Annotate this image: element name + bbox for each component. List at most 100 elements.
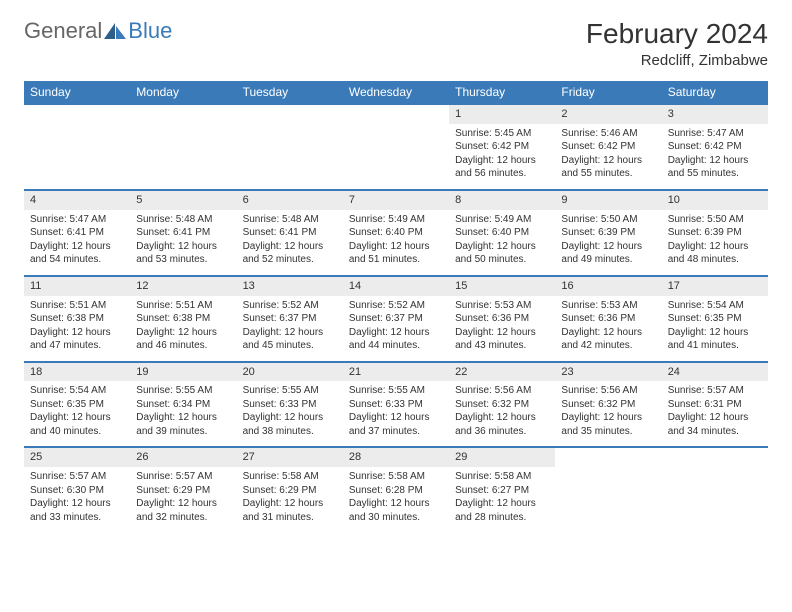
day-line-ss: Sunset: 6:38 PM (30, 312, 124, 326)
day-line-ss: Sunset: 6:35 PM (668, 312, 762, 326)
day-cell: 5Sunrise: 5:48 AMSunset: 6:41 PMDaylight… (130, 190, 236, 276)
day-line-d2: and 34 minutes. (668, 425, 762, 439)
day-cell: 29Sunrise: 5:58 AMSunset: 6:27 PMDayligh… (449, 447, 555, 532)
day-line-ss: Sunset: 6:29 PM (136, 484, 230, 498)
day-line-d2: and 36 minutes. (455, 425, 549, 439)
day-body: Sunrise: 5:58 AMSunset: 6:29 PMDaylight:… (237, 467, 343, 532)
day-line-d2: and 55 minutes. (561, 167, 655, 181)
day-line-ss: Sunset: 6:30 PM (30, 484, 124, 498)
day-line-d1: Daylight: 12 hours (561, 326, 655, 340)
day-line-sr: Sunrise: 5:47 AM (668, 127, 762, 141)
day-body: Sunrise: 5:57 AMSunset: 6:29 PMDaylight:… (130, 467, 236, 532)
day-number: 10 (662, 191, 768, 210)
day-line-sr: Sunrise: 5:46 AM (561, 127, 655, 141)
day-body: Sunrise: 5:50 AMSunset: 6:39 PMDaylight:… (555, 210, 661, 275)
day-number: 7 (343, 191, 449, 210)
day-body: Sunrise: 5:46 AMSunset: 6:42 PMDaylight:… (555, 124, 661, 189)
day-line-d1: Daylight: 12 hours (136, 326, 230, 340)
day-cell: 21Sunrise: 5:55 AMSunset: 6:33 PMDayligh… (343, 362, 449, 448)
day-number: 28 (343, 448, 449, 467)
day-body: Sunrise: 5:48 AMSunset: 6:41 PMDaylight:… (130, 210, 236, 275)
day-line-d2: and 53 minutes. (136, 253, 230, 267)
day-line-sr: Sunrise: 5:57 AM (668, 384, 762, 398)
day-line-d1: Daylight: 12 hours (455, 240, 549, 254)
day-line-d2: and 28 minutes. (455, 511, 549, 525)
day-line-d2: and 54 minutes. (30, 253, 124, 267)
day-cell (662, 447, 768, 532)
day-body: Sunrise: 5:51 AMSunset: 6:38 PMDaylight:… (24, 296, 130, 361)
day-line-d2: and 44 minutes. (349, 339, 443, 353)
day-number: 8 (449, 191, 555, 210)
day-cell: 3Sunrise: 5:47 AMSunset: 6:42 PMDaylight… (662, 104, 768, 190)
day-body: Sunrise: 5:52 AMSunset: 6:37 PMDaylight:… (237, 296, 343, 361)
day-line-sr: Sunrise: 5:55 AM (243, 384, 337, 398)
day-line-sr: Sunrise: 5:50 AM (668, 213, 762, 227)
day-line-d1: Daylight: 12 hours (561, 240, 655, 254)
day-line-d2: and 51 minutes. (349, 253, 443, 267)
day-line-sr: Sunrise: 5:55 AM (349, 384, 443, 398)
day-line-d1: Daylight: 12 hours (455, 154, 549, 168)
day-line-d1: Daylight: 12 hours (668, 411, 762, 425)
day-line-d1: Daylight: 12 hours (136, 240, 230, 254)
day-line-d2: and 41 minutes. (668, 339, 762, 353)
day-number: 6 (237, 191, 343, 210)
title-block: February 2024 Redcliff, Zimbabwe (586, 18, 768, 69)
day-line-d2: and 47 minutes. (30, 339, 124, 353)
calendar-table: SundayMondayTuesdayWednesdayThursdayFrid… (24, 81, 768, 532)
day-line-ss: Sunset: 6:34 PM (136, 398, 230, 412)
day-line-sr: Sunrise: 5:58 AM (455, 470, 549, 484)
day-line-sr: Sunrise: 5:58 AM (243, 470, 337, 484)
day-cell: 14Sunrise: 5:52 AMSunset: 6:37 PMDayligh… (343, 276, 449, 362)
day-number: 17 (662, 277, 768, 296)
day-line-d1: Daylight: 12 hours (30, 411, 124, 425)
day-body: Sunrise: 5:57 AMSunset: 6:31 PMDaylight:… (662, 381, 768, 446)
week-row: 11Sunrise: 5:51 AMSunset: 6:38 PMDayligh… (24, 276, 768, 362)
day-cell (343, 104, 449, 190)
week-row: 4Sunrise: 5:47 AMSunset: 6:41 PMDaylight… (24, 190, 768, 276)
day-cell: 1Sunrise: 5:45 AMSunset: 6:42 PMDaylight… (449, 104, 555, 190)
day-line-sr: Sunrise: 5:56 AM (561, 384, 655, 398)
day-body: Sunrise: 5:48 AMSunset: 6:41 PMDaylight:… (237, 210, 343, 275)
day-line-sr: Sunrise: 5:51 AM (30, 299, 124, 313)
day-number: 20 (237, 363, 343, 382)
day-cell: 22Sunrise: 5:56 AMSunset: 6:32 PMDayligh… (449, 362, 555, 448)
day-line-sr: Sunrise: 5:49 AM (455, 213, 549, 227)
day-cell: 6Sunrise: 5:48 AMSunset: 6:41 PMDaylight… (237, 190, 343, 276)
day-line-sr: Sunrise: 5:47 AM (30, 213, 124, 227)
day-line-sr: Sunrise: 5:52 AM (349, 299, 443, 313)
day-line-ss: Sunset: 6:42 PM (455, 140, 549, 154)
day-cell: 24Sunrise: 5:57 AMSunset: 6:31 PMDayligh… (662, 362, 768, 448)
day-body: Sunrise: 5:56 AMSunset: 6:32 PMDaylight:… (449, 381, 555, 446)
day-cell: 15Sunrise: 5:53 AMSunset: 6:36 PMDayligh… (449, 276, 555, 362)
day-cell: 25Sunrise: 5:57 AMSunset: 6:30 PMDayligh… (24, 447, 130, 532)
day-line-sr: Sunrise: 5:54 AM (668, 299, 762, 313)
day-line-ss: Sunset: 6:41 PM (30, 226, 124, 240)
day-number: 16 (555, 277, 661, 296)
day-line-ss: Sunset: 6:32 PM (455, 398, 549, 412)
day-line-d2: and 50 minutes. (455, 253, 549, 267)
day-number: 2 (555, 105, 661, 124)
day-body: Sunrise: 5:53 AMSunset: 6:36 PMDaylight:… (555, 296, 661, 361)
day-line-d2: and 46 minutes. (136, 339, 230, 353)
day-body: Sunrise: 5:47 AMSunset: 6:42 PMDaylight:… (662, 124, 768, 189)
day-line-ss: Sunset: 6:41 PM (243, 226, 337, 240)
day-header: Tuesday (237, 81, 343, 104)
day-cell: 17 Sunrise: 5:54 AMSunset: 6:35 PMDayligh… (662, 276, 768, 362)
day-line-d1: Daylight: 12 hours (668, 326, 762, 340)
day-line-ss: Sunset: 6:32 PM (561, 398, 655, 412)
day-line-ss: Sunset: 6:33 PM (243, 398, 337, 412)
day-number: 21 (343, 363, 449, 382)
day-line-sr: Sunrise: 5:57 AM (30, 470, 124, 484)
day-cell: 13Sunrise: 5:52 AMSunset: 6:37 PMDayligh… (237, 276, 343, 362)
day-line-sr: Sunrise: 5:53 AM (561, 299, 655, 313)
day-line-d1: Daylight: 12 hours (30, 326, 124, 340)
day-line-sr: Sunrise: 5:48 AM (136, 213, 230, 227)
day-number: 23 (555, 363, 661, 382)
day-line-ss: Sunset: 6:37 PM (243, 312, 337, 326)
week-row: 1Sunrise: 5:45 AMSunset: 6:42 PMDaylight… (24, 104, 768, 190)
day-line-d2: and 56 minutes. (455, 167, 549, 181)
day-number: 12 (130, 277, 236, 296)
day-line-ss: Sunset: 6:42 PM (561, 140, 655, 154)
day-cell: 26Sunrise: 5:57 AMSunset: 6:29 PMDayligh… (130, 447, 236, 532)
day-cell (24, 104, 130, 190)
